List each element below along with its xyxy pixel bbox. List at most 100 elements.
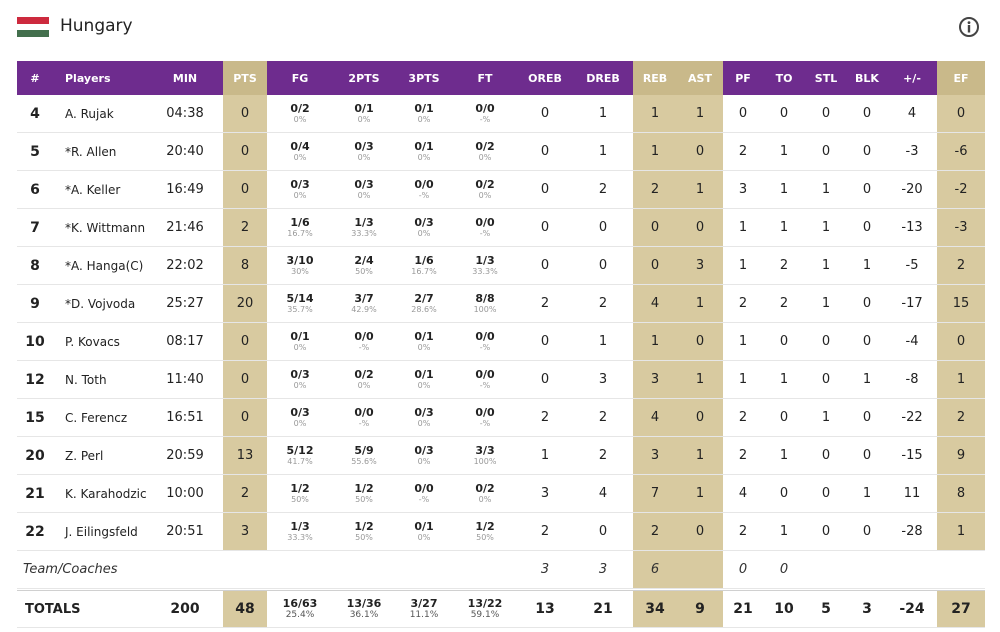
personal-fouls: 1 [723,246,763,285]
column-header-pf[interactable]: PF [723,61,763,95]
player-name[interactable]: Z. Perl [53,436,147,475]
free-throws-made: 0/2 [475,177,495,191]
column-header-number[interactable]: # [17,61,53,95]
column-header-blk[interactable]: BLK [847,61,887,95]
defensive-rebounds: 2 [573,398,633,437]
column-header-fg[interactable]: FG [267,61,333,95]
offensive-rebounds: 1 [517,436,573,475]
three-pointers-pct: 0% [417,229,431,239]
blocks: 1 [847,474,887,513]
assists: 1 [677,284,723,323]
three-pointers: 0/1 0% [395,132,453,171]
table-row: 10 P. Kovacs 08:17 0 0/1 0% 0/0 -% 0/1 0% 0/0 -% 0 1 1… [17,322,985,361]
plus-minus: -4 [887,322,937,361]
player-number: 12 [17,360,53,399]
free-throws: 1/2 50% [453,512,517,551]
points: 3 [223,512,267,551]
totals-field-goals-made: 16/63 [282,596,318,610]
column-header-stl[interactable]: STL [805,61,847,95]
efficiency: 2 [937,398,985,437]
player-number: 20 [17,436,53,475]
player-name[interactable]: P. Kovacs [53,322,147,361]
free-throws: 3/3 100% [453,436,517,475]
three-pointers: 0/0 -% [395,474,453,513]
field-goals: 3/10 30% [267,246,333,285]
points: 0 [223,132,267,171]
player-name[interactable]: *A. Hanga(C) [53,246,147,285]
three-pointers: 0/3 0% [395,436,453,475]
field-goals-made: 3/10 [286,253,314,267]
points: 20 [223,284,267,323]
player-name[interactable]: *R. Allen [53,132,147,171]
two-pointers-pct: 0% [357,115,371,125]
column-header-dreb[interactable]: DREB [573,61,633,95]
two-pointers-made: 0/0 [354,329,374,343]
player-name[interactable]: N. Toth [53,360,147,399]
field-goals: 0/3 0% [267,398,333,437]
three-pointers-pct: 0% [417,153,431,163]
points: 0 [223,322,267,361]
player-name[interactable]: A. Rujak [53,95,147,133]
column-header-ef[interactable]: EF [937,61,985,95]
totals-turnovers: 10 [763,590,805,628]
blocks: 0 [847,170,887,209]
defensive-rebounds: 1 [573,132,633,171]
blocks: 1 [847,360,887,399]
column-header-2pts[interactable]: 2PTS [333,61,395,95]
field-goals-made: 1/3 [290,519,310,533]
column-header-oreb[interactable]: OREB [517,61,573,95]
offensive-rebounds: 0 [517,246,573,285]
column-header-3pts[interactable]: 3PTS [395,61,453,95]
three-pointers-pct: 0% [417,533,431,543]
coaches-personal-fouls: 0 [723,550,763,589]
rebounds: 1 [633,132,677,171]
player-name[interactable]: C. Ferencz [53,398,147,437]
two-pointers: 1/3 33.3% [333,208,395,247]
field-goals-pct: 0% [293,343,307,353]
column-header-min[interactable]: MIN [147,61,223,95]
column-header-reb[interactable]: REB [633,61,677,95]
three-pointers-made: 0/3 [414,215,434,229]
personal-fouls: 0 [723,95,763,133]
player-name[interactable]: *A. Keller [53,170,147,209]
player-name[interactable]: *D. Vojvoda [53,284,147,323]
column-header-ast[interactable]: AST [677,61,723,95]
table-body: 4 A. Rujak 04:38 0 0/2 0% 0/1 0% 0/1 0% 0/0 -% 0 1 1 1 0… [17,95,985,628]
turnovers: 0 [763,322,805,361]
player-name[interactable]: K. Karahodzic [53,474,147,513]
points: 0 [223,360,267,399]
coaches-assists [677,550,723,589]
two-pointers: 0/3 0% [333,170,395,209]
player-number: 21 [17,474,53,513]
two-pointers-made: 0/1 [354,101,374,115]
offensive-rebounds: 2 [517,512,573,551]
player-name[interactable]: *K. Wittmann [53,208,147,247]
efficiency: 15 [937,284,985,323]
two-pointers-made: 0/3 [354,177,374,191]
three-pointers-made: 0/3 [414,405,434,419]
efficiency: 0 [937,95,985,133]
two-pointers-made: 1/2 [354,481,374,495]
column-header-plus-minus[interactable]: +/- [887,61,937,95]
info-icon[interactable] [958,16,980,38]
table-row: 7 *K. Wittmann 21:46 2 1/6 16.7% 1/3 33.3% 0/3 0%… [17,208,985,247]
table-row: 4 A. Rujak 04:38 0 0/2 0% 0/1 0% 0/1 0% 0/0 -% 0 1 1 1 0… [17,95,985,133]
field-goals: 0/1 0% [267,322,333,361]
minutes: 20:51 [147,512,223,551]
column-header-to[interactable]: TO [763,61,805,95]
field-goals: 0/4 0% [267,132,333,171]
coaches-offensive-rebounds: 3 [517,550,573,589]
field-goals: 0/3 0% [267,170,333,209]
column-header-ft[interactable]: FT [453,61,517,95]
free-throws-pct: -% [479,229,491,239]
column-header-players[interactable]: Players [53,61,147,95]
player-name[interactable]: J. Eilingsfeld [53,512,147,551]
field-goals-pct: 41.7% [287,457,313,467]
plus-minus: -13 [887,208,937,247]
free-throws: 0/2 0% [453,132,517,171]
field-goals-pct: 0% [293,153,307,163]
plus-minus: -20 [887,170,937,209]
column-header-pts[interactable]: PTS [223,61,267,95]
field-goals-made: 0/4 [290,139,310,153]
three-pointers-pct: 28.6% [411,305,437,315]
